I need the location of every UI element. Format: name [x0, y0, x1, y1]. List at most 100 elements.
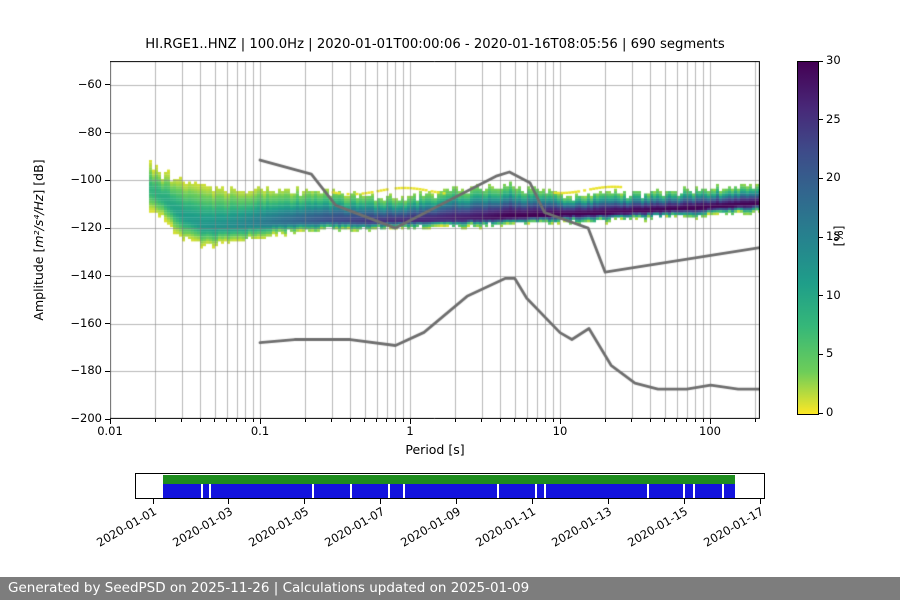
availability-gap: [544, 484, 546, 498]
y-axis-tick-label: −120: [70, 220, 102, 235]
x-axis-minor-tick: [526, 419, 528, 422]
availability-date-tick: [228, 499, 230, 504]
colorbar: [797, 61, 819, 415]
availability-gap: [693, 484, 696, 498]
availability-date-tick: [759, 499, 761, 504]
colorbar-tick-label: 30: [826, 53, 841, 67]
x-axis-tick: [559, 419, 561, 424]
colorbar-tick: [819, 412, 823, 414]
y-axis-tick: [105, 323, 110, 325]
availability-gap: [497, 484, 499, 498]
x-axis-minor-tick: [402, 419, 404, 422]
x-axis-minor-tick: [702, 419, 704, 422]
colorbar-tick-label: 0: [826, 405, 834, 419]
x-axis-minor-tick: [236, 419, 238, 422]
y-axis-tick: [105, 418, 110, 420]
colorbar-tick-label: 10: [826, 287, 841, 302]
availability-date-tick: [380, 499, 382, 504]
availability-date-tick: [683, 499, 685, 504]
y-axis-tick-label: −140: [70, 267, 102, 282]
x-axis-tick-label: 10: [552, 424, 568, 438]
x-axis-minor-tick: [181, 419, 183, 422]
x-axis-minor-tick: [676, 419, 678, 422]
availability-green-strip: [163, 475, 735, 484]
y-axis-label: Amplitude [m²/s⁴/Hz] [dB]: [31, 60, 49, 420]
footer-bar: Generated by SeedPSD on 2025-11-26 | Cal…: [0, 577, 900, 600]
x-axis-minor-tick: [244, 419, 246, 422]
x-axis-minor-tick: [544, 419, 546, 422]
y-axis-tick-label: −80: [77, 124, 102, 139]
availability-date-tick: [531, 499, 533, 504]
availability-date-tick: [607, 499, 609, 504]
availability-gap: [200, 484, 203, 498]
availability-gap: [534, 484, 537, 498]
colorbar-tick: [819, 353, 823, 355]
availability-gap: [682, 484, 685, 498]
x-axis-minor-tick: [499, 419, 501, 422]
x-axis-minor-tick: [214, 419, 216, 422]
x-axis-minor-tick: [694, 419, 696, 422]
x-axis-tick: [259, 419, 261, 424]
x-axis-minor-tick: [631, 419, 633, 422]
x-axis-tick-label: 1: [406, 424, 414, 438]
x-axis-minor-tick: [349, 419, 351, 422]
availability-gap: [208, 484, 211, 498]
x-axis-minor-tick: [331, 419, 333, 422]
x-axis-tick-label: 0.01: [97, 424, 123, 438]
availability-gap: [312, 484, 315, 498]
x-axis-minor-tick: [154, 419, 156, 422]
colorbar-tick: [819, 60, 823, 62]
colorbar-tick-label: 20: [826, 170, 841, 185]
y-axis-tick-label: −100: [70, 172, 102, 187]
availability-bar: [135, 473, 765, 499]
colorbar-tick: [819, 295, 823, 297]
x-axis-minor-tick: [649, 419, 651, 422]
x-axis-label: Period [s]: [405, 442, 465, 457]
x-axis-tick-label: 0.1: [250, 424, 270, 438]
x-axis-minor-tick: [226, 419, 228, 422]
colorbar-tick-label: 15: [826, 229, 841, 243]
availability-gap: [350, 484, 352, 498]
availability-gap: [721, 484, 724, 498]
availability-gap: [646, 484, 649, 498]
y-axis-label-prefix: Amplitude [: [31, 247, 46, 321]
x-axis-tick: [409, 419, 411, 424]
x-axis-minor-tick: [686, 419, 688, 422]
y-axis-tick: [105, 179, 110, 181]
availability-blue-strip: [163, 484, 735, 498]
x-axis-tick-label: 100: [699, 424, 721, 438]
x-axis-minor-tick: [394, 419, 396, 422]
colorbar-tick-label: 25: [826, 111, 841, 126]
x-axis-minor-tick: [481, 419, 483, 422]
x-axis-minor-tick: [454, 419, 456, 422]
x-axis-minor-tick: [604, 419, 606, 422]
x-axis-minor-tick: [514, 419, 516, 422]
availability-gap: [387, 484, 390, 498]
x-axis-minor-tick: [754, 419, 756, 422]
plot-title: HI.RGE1..HNZ | 100.0Hz | 2020-01-01T00:0…: [145, 37, 725, 52]
x-axis-minor-tick: [664, 419, 666, 422]
availability-date-tick: [152, 499, 154, 504]
ppsd-heatmap-canvas: [110, 61, 760, 419]
y-axis-tick-label: −160: [70, 315, 102, 330]
x-axis-minor-tick: [199, 419, 201, 422]
x-axis-minor-tick: [552, 419, 554, 422]
x-axis-minor-tick: [364, 419, 366, 422]
colorbar-tick: [819, 236, 823, 238]
colorbar-tick-label: 5: [826, 346, 834, 361]
x-axis-minor-tick: [304, 419, 306, 422]
availability-date-tick: [304, 499, 306, 504]
y-axis-tick: [105, 275, 110, 277]
colorbar-tick: [819, 119, 823, 121]
y-axis-tick: [105, 227, 110, 229]
y-axis-tick: [105, 370, 110, 372]
y-axis-label-units: m²/s⁴/Hz: [31, 194, 46, 248]
y-axis-tick-label: −180: [70, 363, 102, 378]
x-axis-minor-tick: [536, 419, 538, 422]
colorbar-tick: [819, 177, 823, 179]
availability-date-tick: [456, 499, 457, 504]
availability-gap: [403, 484, 406, 498]
x-axis-minor-tick: [252, 419, 254, 422]
x-axis-tick: [709, 419, 711, 424]
